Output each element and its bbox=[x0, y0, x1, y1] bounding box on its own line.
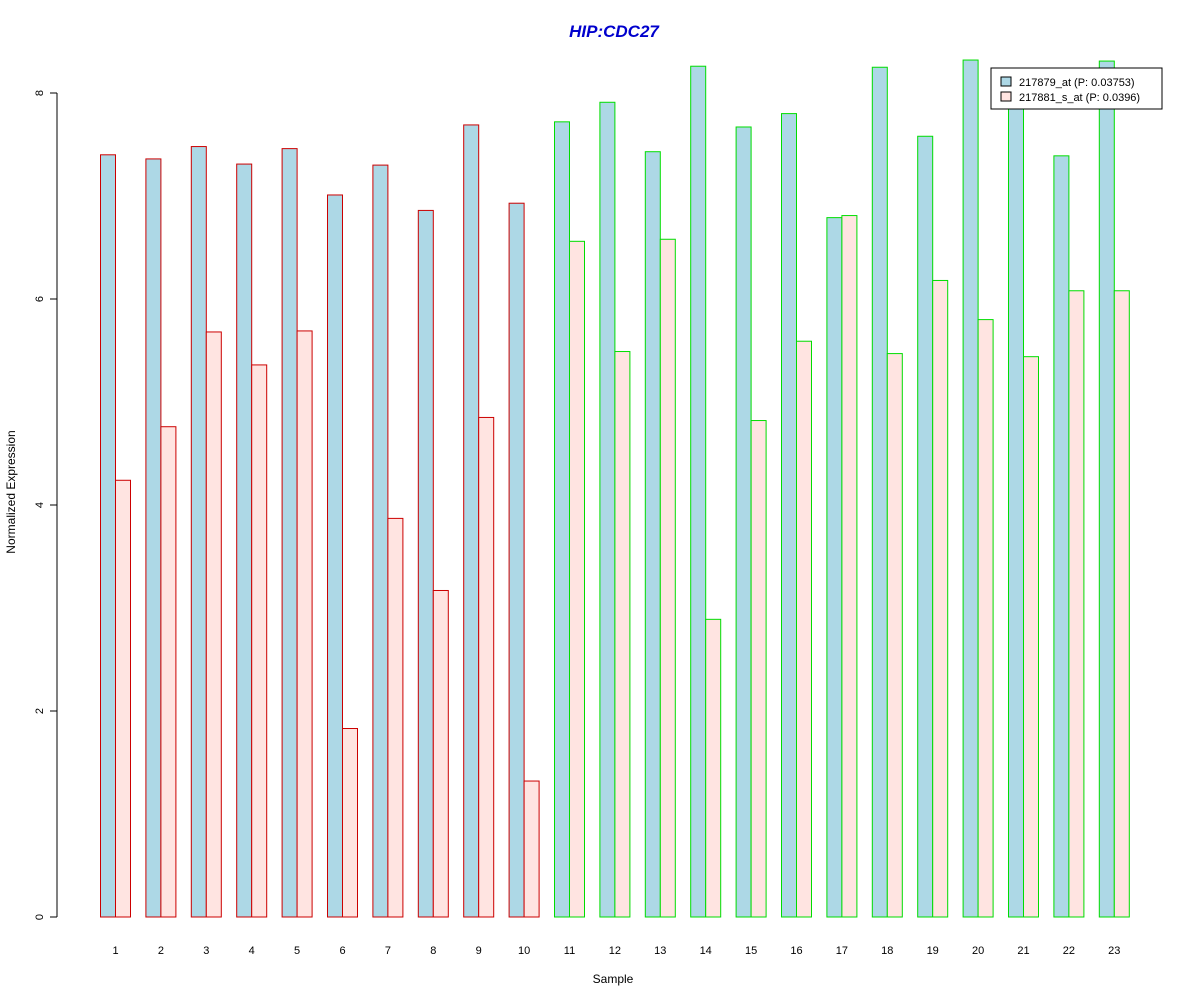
x-tick-label: 11 bbox=[564, 945, 575, 957]
y-tick-label: 4 bbox=[34, 502, 46, 508]
bar-217881-s-at-sample-22 bbox=[1068, 290, 1085, 918]
bar-217881-s-at-sample-1 bbox=[115, 479, 131, 918]
x-tick-label: 7 bbox=[385, 945, 391, 957]
y-tick-label: 6 bbox=[34, 296, 46, 302]
bar-217879-at-sample-17 bbox=[826, 217, 843, 918]
bar-217881-s-at-sample-10 bbox=[523, 780, 540, 918]
x-tick-label: 10 bbox=[518, 945, 530, 957]
x-tick-label: 17 bbox=[836, 945, 848, 957]
bar-217881-s-at-sample-9 bbox=[478, 416, 495, 918]
x-tick-label: 3 bbox=[203, 945, 209, 957]
x-tick-label: 5 bbox=[294, 945, 300, 957]
legend: 217879_at (P: 0.03753) 217881_s_at (P: 0… bbox=[990, 67, 1163, 110]
bar-217879-at-sample-12 bbox=[599, 101, 616, 918]
x-tick-label: 20 bbox=[972, 945, 984, 957]
bar-217881-s-at-sample-16 bbox=[796, 340, 812, 918]
x-tick-label: 13 bbox=[654, 945, 666, 957]
bar-217881-s-at-sample-4 bbox=[251, 364, 268, 918]
legend-box bbox=[990, 67, 1163, 110]
x-tick-label: 22 bbox=[1063, 945, 1075, 957]
x-tick-label: 4 bbox=[249, 945, 255, 957]
x-tick-label: 9 bbox=[476, 945, 482, 957]
bar-series-group bbox=[100, 59, 1130, 918]
bar-217879-at-sample-13 bbox=[644, 151, 661, 918]
bar-217879-at-sample-7 bbox=[372, 164, 389, 918]
bar-217881-s-at-sample-5 bbox=[296, 330, 313, 918]
x-tick-label: 19 bbox=[927, 945, 939, 957]
bar-217879-at-sample-14 bbox=[690, 65, 707, 918]
x-tick-label: 15 bbox=[745, 945, 757, 957]
x-tick-label: 12 bbox=[609, 945, 621, 957]
bar-217879-at-sample-5 bbox=[281, 148, 298, 918]
chart-title: HIP:CDC27 bbox=[569, 22, 660, 41]
bar-217881-s-at-sample-13 bbox=[659, 238, 676, 918]
x-tick-label: 1 bbox=[112, 945, 118, 957]
legend-label-217879-at: 217879_at (P: 0.03753) bbox=[1019, 77, 1135, 89]
bar-217879-at-sample-8 bbox=[417, 209, 434, 918]
bar-217881-s-at-sample-14 bbox=[705, 618, 722, 918]
bar-217881-s-at-sample-21 bbox=[1023, 356, 1039, 918]
legend-label-217881-s-at: 217881_s_at (P: 0.0396) bbox=[1019, 92, 1140, 104]
bar-217879-at-sample-15 bbox=[735, 126, 752, 918]
bar-217881-s-at-sample-23 bbox=[1113, 290, 1130, 918]
bar-217879-at-sample-9 bbox=[463, 124, 480, 918]
bar-217879-at-sample-19 bbox=[917, 135, 934, 918]
bar-217879-at-sample-3 bbox=[190, 146, 207, 918]
y-tick-label: 8 bbox=[34, 90, 46, 96]
x-tick-label: 14 bbox=[700, 945, 712, 957]
legend-key-217881-s-at bbox=[1000, 91, 1012, 102]
bar-217881-s-at-sample-18 bbox=[886, 353, 903, 918]
x-tick-label: 23 bbox=[1108, 945, 1120, 957]
bar-217881-s-at-sample-3 bbox=[205, 331, 222, 918]
bar-217879-at-sample-4 bbox=[236, 163, 253, 918]
bar-217881-s-at-sample-2 bbox=[160, 426, 177, 918]
bar-217879-at-sample-21 bbox=[1008, 97, 1024, 918]
bar-217879-at-sample-20 bbox=[962, 59, 979, 918]
x-tick-label: 2 bbox=[158, 945, 164, 957]
bar-217879-at-sample-1 bbox=[100, 154, 116, 918]
bar-217879-at-sample-22 bbox=[1053, 155, 1070, 918]
bar-217879-at-sample-16 bbox=[781, 113, 797, 918]
y-tick-label: 0 bbox=[34, 914, 46, 920]
bar-217881-s-at-sample-20 bbox=[977, 319, 994, 918]
x-tick-label: 8 bbox=[430, 945, 436, 957]
bar-217881-s-at-sample-12 bbox=[614, 351, 631, 918]
legend-key-217879-at bbox=[1000, 76, 1012, 87]
bar-217881-s-at-sample-15 bbox=[750, 420, 767, 918]
bar-217881-s-at-sample-7 bbox=[387, 517, 404, 918]
bar-217881-s-at-sample-11 bbox=[569, 240, 585, 918]
bar-217881-s-at-sample-19 bbox=[932, 279, 949, 918]
bar-217879-at-sample-2 bbox=[145, 158, 162, 918]
bar-217879-at-sample-6 bbox=[327, 194, 343, 918]
y-axis: 0 2 4 6 8 bbox=[34, 90, 58, 920]
y-tick-label: 2 bbox=[34, 708, 46, 714]
x-tick-labels: 1 2 3 4 5 6 7 8 9 10 11 12 13 14 15 16 17 18 19 20 21 22 23 bbox=[112, 945, 1120, 957]
x-axis-title: Sample bbox=[593, 972, 634, 986]
bar-217879-at-sample-11 bbox=[554, 121, 570, 918]
bar-217879-at-sample-18 bbox=[871, 66, 888, 918]
bar-217881-s-at-sample-17 bbox=[841, 215, 858, 918]
bar-217879-at-sample-10 bbox=[508, 202, 525, 918]
bar-217881-s-at-sample-8 bbox=[432, 589, 449, 918]
bar-217881-s-at-sample-6 bbox=[342, 728, 358, 918]
bar-217879-at-sample-23 bbox=[1098, 60, 1115, 918]
x-tick-label: 21 bbox=[1017, 945, 1029, 957]
x-tick-label: 16 bbox=[790, 945, 802, 957]
x-tick-label: 18 bbox=[881, 945, 893, 957]
x-tick-label: 6 bbox=[339, 945, 345, 957]
y-axis-title: Normalized Expression bbox=[4, 430, 18, 553]
